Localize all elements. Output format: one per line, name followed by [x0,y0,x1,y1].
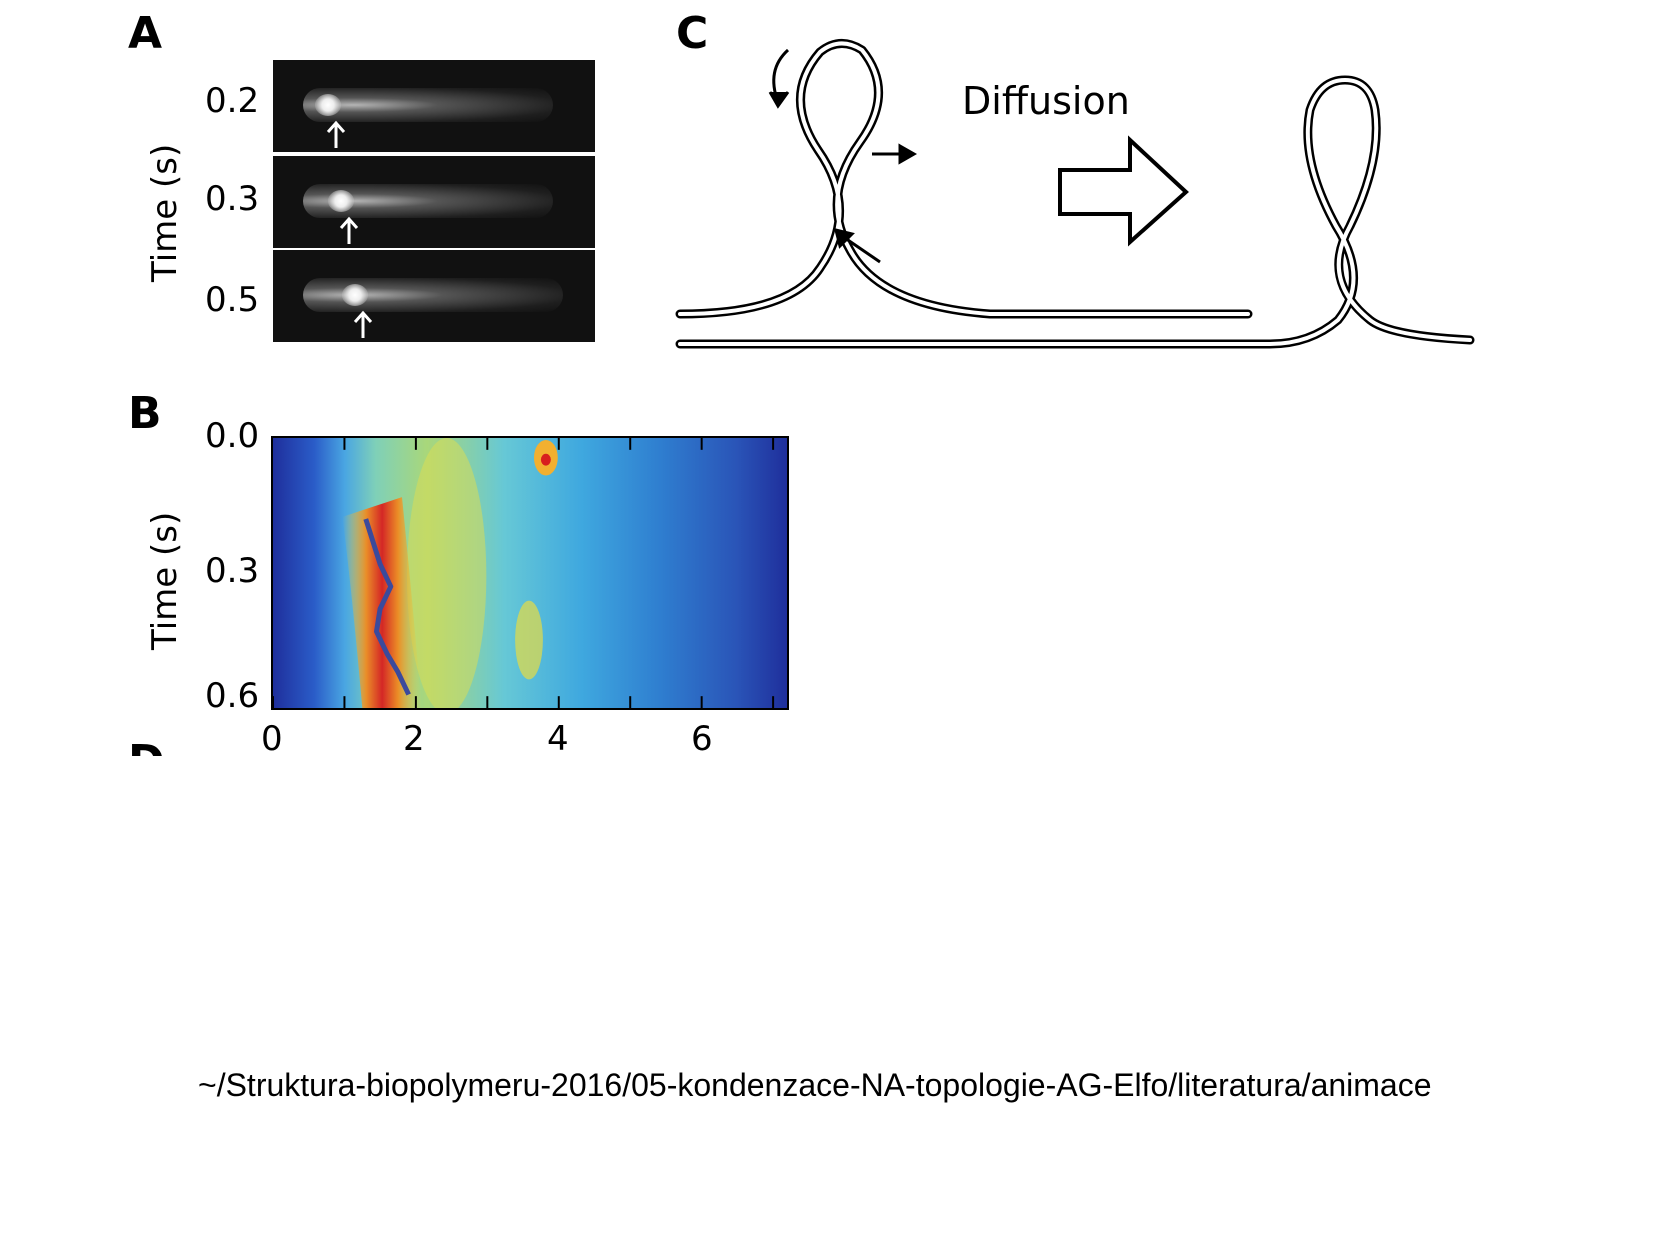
arrow-up-icon [327,120,346,148]
panel-a-time-label: 0.2 [205,81,260,121]
panel-b-letter: B [128,388,162,439]
kymograph-xtick: 4 [547,719,569,759]
panel-a-time-label: 0.3 [205,179,260,219]
arrow-up-icon [340,216,359,244]
kymograph-ytick: 0.0 [205,416,260,456]
kymograph-ytick: 0.6 [205,676,260,716]
block-arrow-right-icon [1058,135,1189,247]
panel-a-letter: A [128,8,163,59]
kymograph-xtick: 2 [403,719,425,759]
kymograph-xtick: 0 [261,719,283,759]
kymograph-heatmap [271,436,789,710]
diagonal-arrow-icon [833,227,881,264]
rotation-arrow-icon [768,48,790,109]
file-path-caption: ~/Struktura-biopolymeru-2016/05-kondenza… [198,1067,1432,1103]
fluorescent-spot [328,190,355,212]
panel-d-letter: D [128,740,165,757]
arrow-up-icon [353,310,372,338]
panel-c-letter: C [676,8,709,59]
kymograph-ylabel: Time (s) [145,511,185,650]
microscopy-frame [271,154,597,250]
microscopy-frame [271,248,597,344]
panel-d-letter-clip: D [126,738,176,757]
microscopy-frame [271,58,597,154]
diffusion-label: Diffusion [962,79,1130,123]
kymograph-ytick: 0.3 [205,551,260,591]
panel-a-ylabel: Time (s) [145,143,185,282]
kymograph-xtick: 6 [691,719,713,759]
kymograph-xticks [273,438,775,708]
fluorescent-spot [341,284,368,306]
particle-track-line [363,518,411,696]
right-arrow-icon [872,143,918,165]
fluorescent-spot [315,94,342,116]
dna-figure-eight-diagram [675,39,1475,349]
panel-a-time-label: 0.5 [205,280,260,320]
